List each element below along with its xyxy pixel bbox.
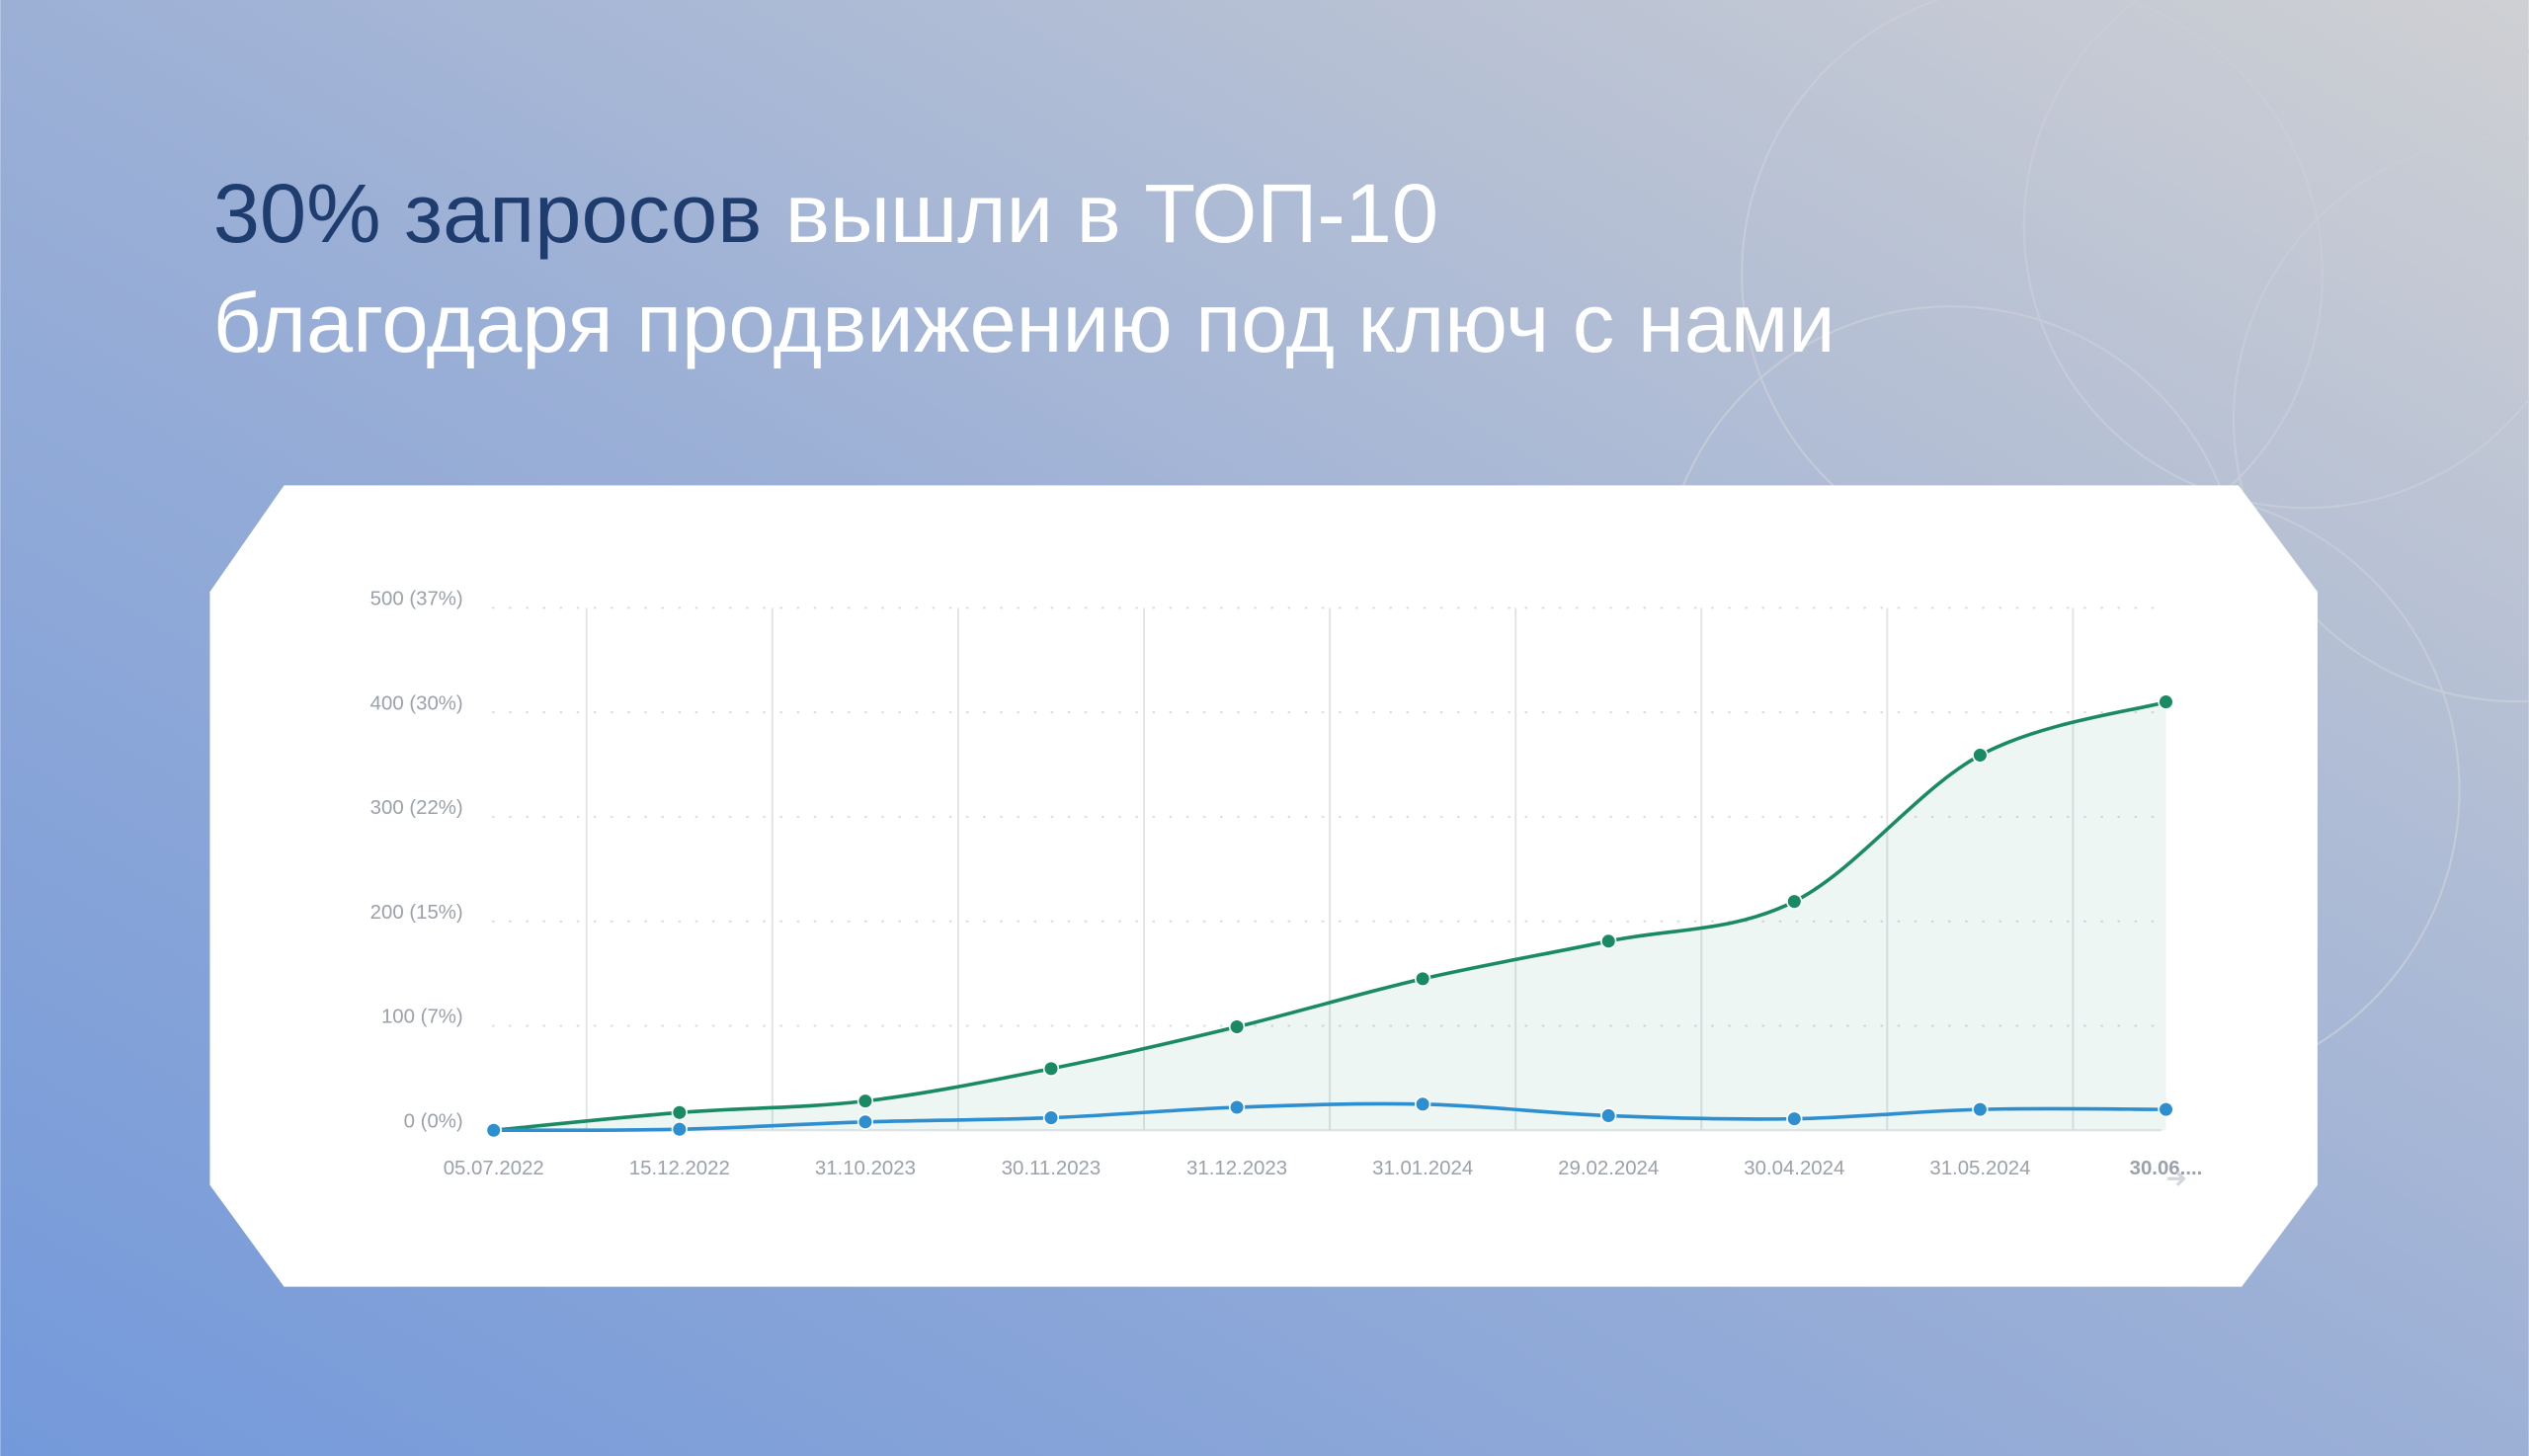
x-tick-label: 15.12.2022 (629, 1158, 730, 1179)
point (2158, 1100, 2174, 1118)
point (1228, 1018, 1246, 1035)
x-tick-label: 29.02.2024 (1558, 1158, 1659, 1179)
point (1414, 1095, 1431, 1112)
x-tick-label: 30.06.... (2130, 1158, 2203, 1179)
point (2158, 693, 2174, 710)
plot: 0 (0%) 100 (7%) 200 (15%) 300 (22%) 400 (30%… (370, 589, 2203, 1179)
point (1786, 893, 1803, 910)
point (671, 1104, 688, 1121)
point (671, 1121, 688, 1138)
point (1414, 970, 1431, 988)
point (1786, 1110, 1803, 1127)
point (1972, 1100, 1989, 1118)
point (857, 1092, 874, 1109)
point (1042, 1109, 1060, 1126)
line (493, 1101, 2166, 1133)
y-tick-label: 300 (22%) (370, 797, 463, 819)
point (1228, 1098, 1246, 1116)
y-tick-label: 200 (15%) (370, 902, 463, 924)
heading-rest: вышли в ТОП-10 (785, 166, 1438, 260)
heading-line-2: благодаря продвижению под ключ с нами (213, 276, 1836, 369)
point (857, 1113, 874, 1130)
point (1600, 1107, 1617, 1124)
point (1600, 932, 1617, 949)
line (493, 699, 2166, 1133)
chart-card (209, 485, 2318, 1287)
x-tick-label: 31.05.2024 (1929, 1158, 2030, 1179)
y-tick-label: 100 (7%) (381, 1007, 463, 1028)
x-tick-label: 05.07.2022 (444, 1158, 544, 1179)
y-tick-label: 400 (30%) (370, 692, 463, 714)
heading-line-1: 30% запросов вышли в ТОП-10 (213, 166, 1438, 260)
point (1972, 747, 1989, 764)
y-tick-label: 500 (37%) (370, 589, 463, 610)
x-tick-label: 31.10.2023 (815, 1158, 916, 1179)
y-tick-label: 0 (0%) (404, 1110, 463, 1132)
scroll-arrow (2167, 1171, 2186, 1186)
x-tick-label: 31.01.2024 (1372, 1158, 1473, 1179)
x-tick-label: 30.11.2023 (1002, 1158, 1101, 1179)
point (1042, 1060, 1060, 1078)
area (493, 701, 2166, 1131)
heading-highlight: 30% запросов (213, 166, 763, 260)
point (485, 1122, 502, 1139)
x-tick-label: 31.12.2023 (1186, 1158, 1287, 1179)
x-tick-label: 30.04.2024 (1744, 1158, 1844, 1179)
